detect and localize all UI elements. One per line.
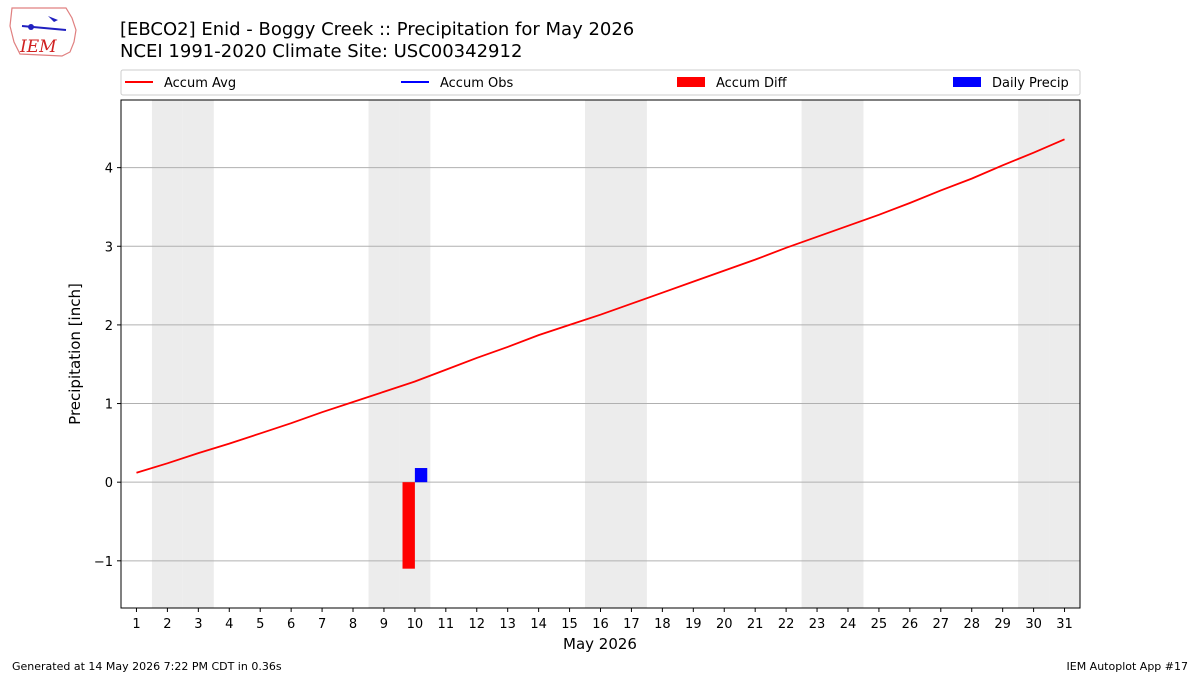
x-tick-label: 26 <box>902 617 919 632</box>
x-tick-label: 8 <box>349 617 357 632</box>
x-tick-label: 3 <box>194 617 202 632</box>
x-tick-label: 9 <box>380 617 388 632</box>
x-tick-label: 28 <box>963 617 980 632</box>
weekend-band <box>615 100 647 608</box>
x-tick-label: 24 <box>840 617 857 632</box>
chart-subtitle: NCEI 1991-2020 Climate Site: USC00342912 <box>120 41 522 62</box>
x-tick-label: 27 <box>933 617 950 632</box>
weekend-band <box>801 100 833 608</box>
x-tick-label: 16 <box>592 617 609 632</box>
bar <box>414 468 428 483</box>
x-tick-label: 6 <box>287 617 295 632</box>
legend-label: Accum Avg <box>164 76 236 91</box>
x-tick-label: 14 <box>530 617 547 632</box>
legend-label: Accum Diff <box>716 76 788 91</box>
weekend-band <box>151 100 183 608</box>
x-tick-label: 20 <box>716 617 733 632</box>
x-tick-label: 19 <box>685 617 702 632</box>
logo-text: IEM <box>19 37 57 57</box>
weekend-band <box>585 100 616 608</box>
x-tick-label: 30 <box>1025 617 1042 632</box>
footer-left: Generated at 14 May 2026 7:22 PM CDT in … <box>12 660 282 673</box>
y-tick-label: −1 <box>94 555 113 570</box>
x-tick-label: 25 <box>871 617 888 632</box>
x-tick-label: 18 <box>654 617 671 632</box>
x-tick-label: 11 <box>438 617 455 632</box>
x-tick-label: 13 <box>499 617 516 632</box>
y-tick-label: 1 <box>105 398 113 413</box>
x-tick-label: 21 <box>747 617 764 632</box>
x-tick-label: 22 <box>778 617 795 632</box>
x-tick-label: 12 <box>468 617 485 632</box>
legend-swatch <box>953 77 981 87</box>
x-tick-label: 31 <box>1056 617 1073 632</box>
bar <box>402 482 415 569</box>
y-tick-label: 0 <box>105 476 113 491</box>
legend-swatch <box>677 77 705 87</box>
x-tick-label: 7 <box>318 617 326 632</box>
legend-label: Accum Obs <box>440 76 513 91</box>
line <box>136 138 1065 474</box>
weekend-band <box>1049 100 1080 608</box>
x-tick-label: 10 <box>407 617 424 632</box>
legend-label: Daily Precip <box>992 76 1069 91</box>
weekend-band <box>368 100 400 608</box>
plot-frame <box>120 99 1081 609</box>
x-tick-label: 15 <box>561 617 578 632</box>
x-tick-label: 17 <box>623 617 640 632</box>
x-axis-label: May 2026 <box>563 635 637 653</box>
x-tick-label: 1 <box>132 617 140 632</box>
x-tick-label: 29 <box>994 617 1011 632</box>
y-tick-label: 2 <box>105 319 113 334</box>
x-tick-label: 2 <box>163 617 171 632</box>
weekend-band <box>832 100 864 608</box>
y-axis-label: Precipitation [inch] <box>66 283 84 425</box>
chart-title: [EBCO2] Enid - Boggy Creek :: Precipitat… <box>120 19 634 40</box>
y-tick-label: 4 <box>105 162 113 177</box>
x-tick-label: 4 <box>225 617 233 632</box>
weekend-band <box>1018 100 1050 608</box>
weekend-band <box>182 100 214 608</box>
footer-right: IEM Autoplot App #17 <box>1067 660 1189 673</box>
x-tick-label: 23 <box>809 617 826 632</box>
x-tick-label: 5 <box>256 617 264 632</box>
y-tick-label: 3 <box>105 240 113 255</box>
logo: IEM <box>9 7 77 57</box>
legend-box <box>120 69 1081 96</box>
